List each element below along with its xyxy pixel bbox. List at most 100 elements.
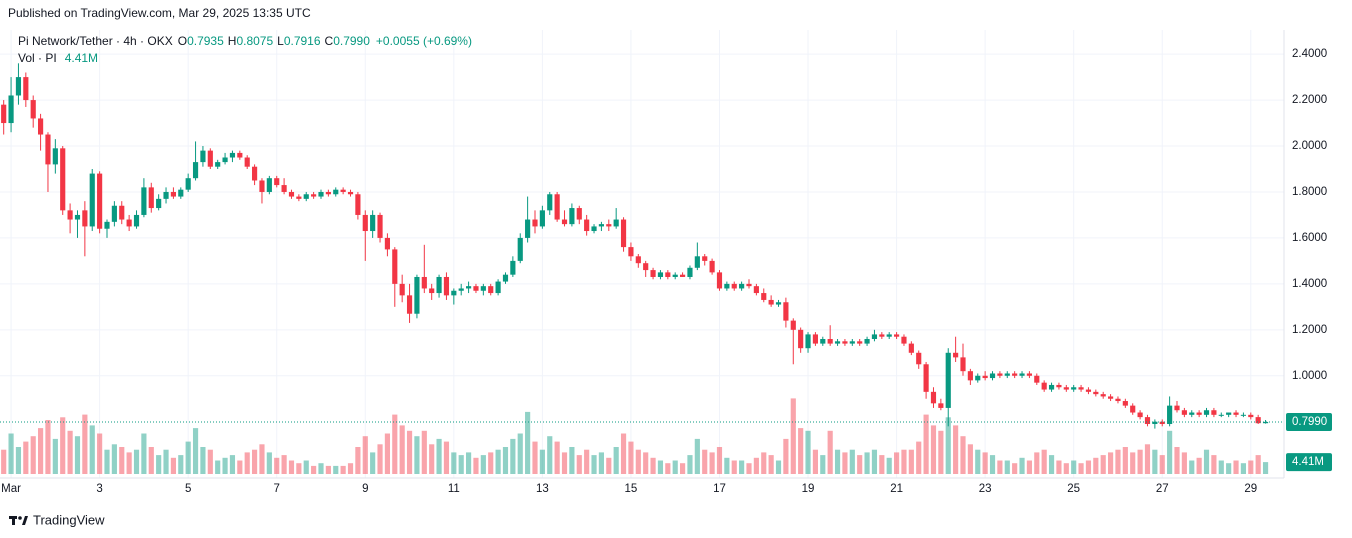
volume-bar: [421, 430, 427, 474]
candle-body: [746, 283, 752, 287]
volume-bar: [894, 452, 900, 474]
candle-body: [598, 224, 604, 227]
x-tick-label: 15: [625, 483, 638, 495]
candle-body: [1048, 384, 1055, 390]
volume-bar: [1159, 455, 1165, 474]
candle-body: [141, 187, 147, 215]
candle-body: [525, 219, 531, 238]
volume-bar: [1196, 457, 1202, 474]
candle-body: [1100, 394, 1106, 397]
candle-body: [517, 237, 523, 261]
x-tick-label: Mar: [1, 483, 21, 495]
candle-body: [975, 375, 981, 381]
volume-bar: [466, 452, 472, 474]
volume-bar: [1218, 460, 1224, 474]
candle-body: [739, 283, 745, 289]
volume-bar: [1056, 460, 1062, 474]
volume-bar: [502, 447, 509, 474]
candle-body: [805, 334, 811, 349]
volume-bar: [687, 455, 693, 474]
candle-body: [502, 274, 509, 282]
candle-body: [827, 339, 833, 344]
candle-body: [111, 205, 117, 222]
volume-bar: [1233, 460, 1239, 474]
volume-bar: [834, 449, 841, 474]
volume-bar: [525, 411, 531, 474]
candle-body: [185, 178, 191, 190]
candle-body: [458, 288, 464, 291]
l-value: 0.7916: [284, 34, 321, 48]
x-tick-label: 7: [274, 483, 280, 495]
volume-bar: [879, 455, 885, 474]
candle-body: [967, 371, 973, 381]
candle-body: [45, 134, 51, 165]
volume-bar: [908, 449, 914, 474]
candle-body: [989, 373, 996, 379]
volume-bar: [399, 425, 405, 474]
candle-body: [355, 194, 361, 215]
candle-body: [908, 343, 914, 353]
candle-body: [207, 150, 213, 167]
y-tick-label: 2.4000: [1292, 48, 1327, 60]
volume-bar: [1048, 455, 1055, 474]
candle-body: [480, 286, 486, 291]
candle-body: [15, 77, 22, 96]
volume-bar: [775, 460, 782, 474]
candle-body: [30, 100, 36, 119]
candle-body: [170, 191, 176, 197]
candle-body: [325, 191, 331, 195]
candle-body: [982, 375, 988, 379]
volume-bar: [628, 441, 634, 474]
candle-body: [104, 221, 110, 229]
candle-body: [635, 256, 641, 264]
candle-body: [1226, 412, 1232, 415]
volume-bar: [8, 433, 14, 474]
x-tick-label: 29: [1244, 483, 1257, 495]
candle-body: [945, 352, 951, 408]
candle-body: [510, 260, 516, 275]
volume-bar: [871, 449, 878, 474]
volume-bar: [133, 449, 140, 474]
volume-bar: [643, 452, 649, 474]
volume-bar: [916, 441, 922, 474]
volume-bar: [1071, 460, 1077, 474]
volume-bar: [185, 441, 191, 474]
volume-bar: [141, 433, 147, 474]
candle-body: [775, 302, 782, 305]
candle-body: [842, 341, 848, 344]
y-tick-label: 1.4000: [1292, 278, 1327, 290]
volume-bar: [731, 460, 737, 474]
volume-bar: [768, 455, 774, 474]
candle-body: [1019, 373, 1025, 376]
volume-bar: [97, 433, 103, 474]
candle-body: [89, 173, 95, 227]
volume-bar: [798, 428, 804, 474]
candle-body: [790, 320, 796, 330]
candle-body: [1, 104, 7, 124]
volume-bar: [930, 425, 937, 474]
volume-bar: [429, 444, 435, 474]
x-tick-label: 25: [1067, 483, 1080, 495]
candle-body: [894, 334, 900, 337]
x-tick-label: 17: [713, 483, 726, 495]
volume-bar: [288, 460, 295, 474]
volume-bar: [229, 455, 236, 474]
candle-body: [244, 157, 250, 167]
candle-body: [178, 189, 184, 197]
volume-pane: [1, 398, 1269, 474]
candle-body: [1122, 401, 1128, 406]
price-pane: [0, 63, 1284, 429]
volume-bar: [473, 457, 479, 474]
x-tick-label: 3: [96, 483, 102, 495]
candle-body: [1137, 412, 1143, 418]
candle-body: [724, 283, 730, 289]
candle-body: [864, 339, 870, 344]
candle-body: [347, 191, 354, 195]
candle-body: [384, 237, 390, 250]
volume-bar: [842, 452, 848, 474]
candle-body: [421, 276, 427, 289]
candle-body: [665, 272, 671, 277]
volume-bar: [1, 449, 7, 474]
